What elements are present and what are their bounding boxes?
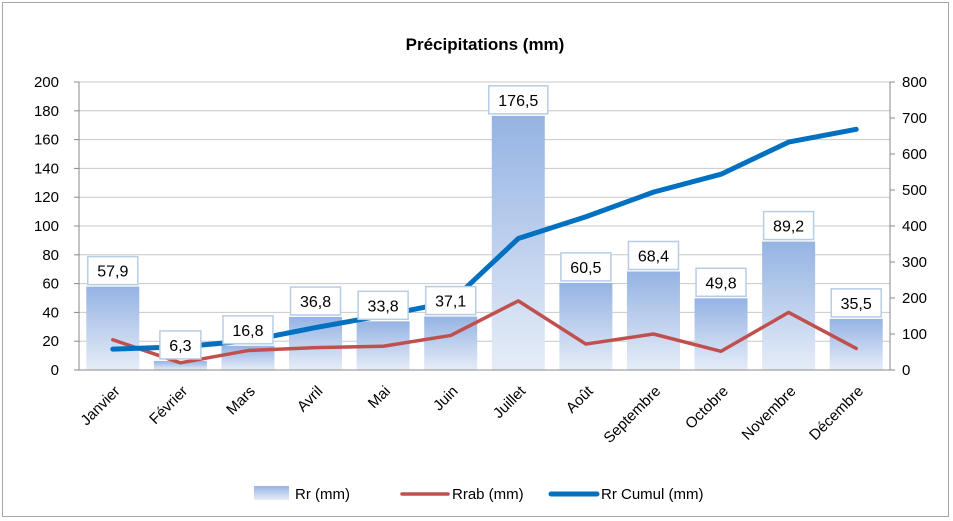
legend-swatch (254, 486, 289, 500)
data-label: 37,1 (424, 285, 477, 316)
data-label-text: 60,5 (570, 260, 601, 277)
y-left-tick-label: 180 (34, 103, 59, 120)
y-right-tick-label: 800 (902, 74, 927, 91)
data-label: 35,5 (830, 288, 882, 318)
y-left-tick-label: 80 (42, 247, 59, 264)
chart-title: Précipitations (mm) (406, 35, 565, 54)
bar (694, 298, 748, 370)
x-tick-label: Mai (365, 383, 394, 412)
x-tick-label: Juin (430, 383, 461, 414)
data-label-text: 33,8 (368, 298, 399, 315)
y-left-tick-label: 0 (51, 362, 59, 379)
x-tick-label: Septembre (600, 383, 664, 447)
data-label: 57,9 (87, 255, 139, 286)
y-left-tick-label: 120 (34, 189, 59, 206)
data-label: 176,5 (488, 85, 549, 115)
bar (491, 115, 545, 370)
data-label-box (560, 252, 612, 282)
x-tick-label: Août (563, 382, 597, 416)
data-label: 49,8 (695, 267, 747, 298)
legend-item: Rr (mm) (254, 486, 350, 503)
legend-item: Rr Cumul (mm) (548, 486, 704, 503)
x-tick-label: Février (146, 383, 191, 428)
data-label: 89,2 (762, 210, 815, 241)
data-label-text: 57,9 (97, 264, 128, 281)
y-left-tick-label: 40 (42, 304, 59, 321)
data-label-box (222, 315, 274, 345)
y-right-tick-label: 700 (902, 110, 927, 127)
data-label-box (289, 286, 342, 316)
y-right-tick-label: 300 (902, 254, 927, 271)
data-label-box (488, 85, 549, 115)
data-label-box (762, 210, 815, 241)
data-label-text: 68,4 (638, 249, 669, 266)
y-left-tick-label: 60 (42, 276, 59, 293)
data-label: 6,3 (159, 330, 202, 360)
bar (559, 282, 613, 370)
y-right-tick-label: 400 (902, 218, 927, 235)
x-tick-label: Mars (223, 383, 259, 419)
legend-label: Rr (mm) (295, 486, 350, 503)
bar (762, 241, 816, 370)
data-label-text: 176,5 (498, 93, 538, 110)
series-line-rrab (111, 299, 858, 365)
bar (153, 360, 207, 370)
y-right-tick-label: 0 (902, 362, 910, 379)
data-label-text: 37,1 (435, 294, 466, 311)
data-label-box (87, 255, 139, 286)
data-label: 60,5 (560, 252, 612, 282)
legend-label: Rrab (mm) (452, 486, 524, 503)
y-right-tick-label: 600 (902, 146, 927, 163)
data-label-box (424, 285, 477, 316)
data-label-text: 89,2 (773, 219, 804, 236)
data-label-box (830, 288, 882, 318)
data-label: 68,4 (627, 240, 680, 271)
x-tick-label: Octobre (682, 383, 732, 433)
x-tick-label: Janvier (77, 383, 123, 429)
data-label: 16,8 (222, 315, 274, 345)
data-label-box (357, 290, 409, 321)
bar (626, 271, 680, 370)
x-tick-label: Avril (294, 383, 326, 415)
y-right-tick-label: 100 (902, 326, 927, 343)
data-label-box (695, 267, 747, 298)
y-right-tick-label: 200 (902, 290, 927, 307)
bar (829, 318, 883, 370)
bar (86, 286, 140, 370)
y-left-tick-label: 160 (34, 132, 59, 149)
x-tick-label: Décembre (806, 383, 867, 444)
y-left-tick-label: 200 (34, 74, 59, 91)
data-labels: 57,9 6,3 16,8 36,8 33,8 37,1 176,5 60,5 68,4 49,8… (87, 85, 882, 360)
data-label: 36,8 (289, 286, 342, 316)
data-label-text: 16,8 (232, 323, 263, 340)
x-tick-label: Juillet (490, 382, 530, 422)
legend: Rr (mm) Rrab (mm) Rr Cumul (mm) (254, 486, 704, 503)
data-label-text: 6,3 (169, 338, 191, 355)
y-right-tick-label: 500 (902, 182, 927, 199)
y-left-tick-label: 100 (34, 218, 59, 235)
legend-item: Rrab (mm) (400, 486, 524, 503)
data-label-text: 35,5 (841, 296, 872, 313)
data-label-box (627, 240, 680, 271)
y-left-tick-label: 20 (42, 333, 59, 350)
y-left-tick-label: 140 (34, 160, 59, 177)
data-label: 33,8 (357, 290, 409, 321)
legend-label: Rr Cumul (mm) (601, 486, 704, 503)
data-label-box (159, 330, 202, 360)
data-label-text: 49,8 (705, 275, 736, 292)
x-tick-label: Novembre (738, 383, 799, 444)
data-label-text: 36,8 (300, 294, 331, 311)
